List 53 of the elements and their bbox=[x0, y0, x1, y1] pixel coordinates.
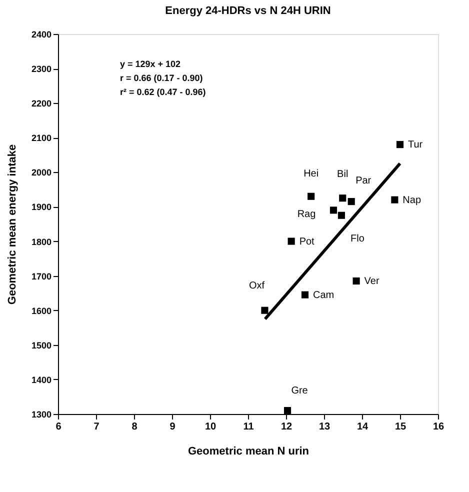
point bbox=[396, 141, 404, 148]
x-tick-label: 12 bbox=[280, 422, 292, 432]
annotation: Gre bbox=[291, 386, 308, 397]
y-tick-label: 1400 bbox=[31, 374, 52, 385]
y-tick-label: 1500 bbox=[31, 340, 52, 350]
x-tick-label: 10 bbox=[204, 422, 216, 432]
x-tick-label: 8 bbox=[132, 422, 138, 432]
chart-title: Energy 24-HDRs vs N 24H URIN bbox=[165, 5, 331, 17]
annotation: Rag bbox=[297, 209, 316, 220]
y-tick-label: 2100 bbox=[31, 133, 52, 144]
y-tick-label: 1900 bbox=[31, 202, 52, 212]
x-axis-title: Geometric mean N urin bbox=[188, 446, 310, 458]
x-tick-label: 16 bbox=[432, 422, 444, 432]
y-tick-label: 2200 bbox=[31, 98, 52, 109]
y-tick-label: 1700 bbox=[31, 271, 52, 282]
point bbox=[288, 238, 295, 245]
annotation: Cam bbox=[313, 290, 334, 301]
annotation: Bil bbox=[337, 169, 348, 180]
annotation: Tur bbox=[408, 140, 424, 151]
point bbox=[352, 277, 360, 285]
y-tick-label: 1300 bbox=[31, 410, 52, 420]
annotation: Nap bbox=[402, 194, 422, 206]
x-tick-label: 15 bbox=[394, 422, 406, 432]
annotation: Flo bbox=[350, 233, 365, 244]
point bbox=[339, 194, 346, 202]
y-tick-label: 1800 bbox=[31, 236, 52, 247]
annotation: y = 129x + 102 bbox=[120, 59, 181, 69]
x-tick-label: 7 bbox=[94, 422, 100, 432]
x-tick-label: 11 bbox=[243, 422, 254, 432]
x-tick-label: 14 bbox=[356, 422, 368, 432]
point bbox=[301, 291, 309, 298]
point bbox=[338, 212, 346, 219]
x-tick-label: 13 bbox=[318, 422, 330, 432]
y-tick-label: 2300 bbox=[31, 64, 52, 74]
annotation: r² = 0.62 (0.47 - 0.96) bbox=[120, 87, 206, 97]
y-axis-title: Geometric mean energy intake bbox=[6, 144, 18, 305]
point bbox=[391, 196, 398, 204]
annotation: Par bbox=[356, 176, 372, 187]
annotation: Ver bbox=[364, 276, 380, 287]
point bbox=[261, 306, 268, 314]
annotation: Pot bbox=[299, 236, 315, 248]
annotation: Hei bbox=[304, 168, 319, 180]
annotation: Oxf bbox=[248, 280, 265, 292]
y-tick-label: 1600 bbox=[31, 306, 52, 316]
y-tick-label: 2400 bbox=[31, 30, 52, 40]
point bbox=[330, 206, 338, 214]
annotation: r = 0.66 (0.17 - 0.90) bbox=[120, 73, 203, 83]
x-tick-label: 9 bbox=[170, 422, 176, 432]
point bbox=[284, 407, 292, 414]
y-tick-label: 2000 bbox=[31, 168, 52, 178]
point bbox=[308, 192, 315, 200]
x-tick-label: 6 bbox=[56, 422, 62, 432]
point bbox=[348, 198, 355, 206]
